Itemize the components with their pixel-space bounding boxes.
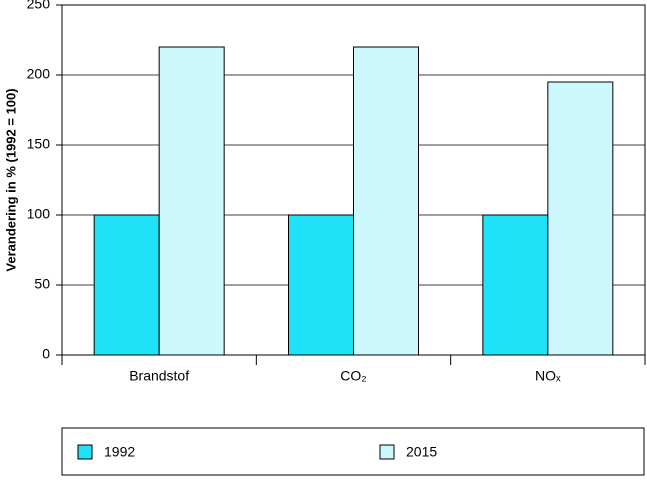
x-tick-label: CO₂: [340, 368, 366, 384]
y-tick-label: 150: [27, 136, 51, 152]
y-axis-label: Verandering in % (1992 = 100): [3, 88, 18, 271]
legend-label: 1992: [104, 444, 135, 460]
x-tick-label: NOₓ: [535, 368, 561, 384]
legend-box: [61, 427, 645, 476]
bar: [547, 81, 614, 356]
bar: [158, 46, 225, 356]
y-tick-label: 0: [42, 346, 50, 362]
y-tick-label: 200: [27, 66, 51, 82]
y-tick-label: 250: [27, 0, 51, 12]
y-tick-label: 50: [34, 276, 50, 292]
legend-swatch: [77, 444, 93, 460]
bar: [482, 214, 549, 356]
legend-swatch: [379, 444, 395, 460]
legend-label: 2015: [406, 444, 437, 460]
bar: [353, 46, 419, 356]
y-tick-label: 100: [27, 206, 51, 222]
x-tick-label: Brandstof: [129, 368, 189, 384]
bar: [288, 214, 354, 356]
bar: [93, 214, 160, 356]
